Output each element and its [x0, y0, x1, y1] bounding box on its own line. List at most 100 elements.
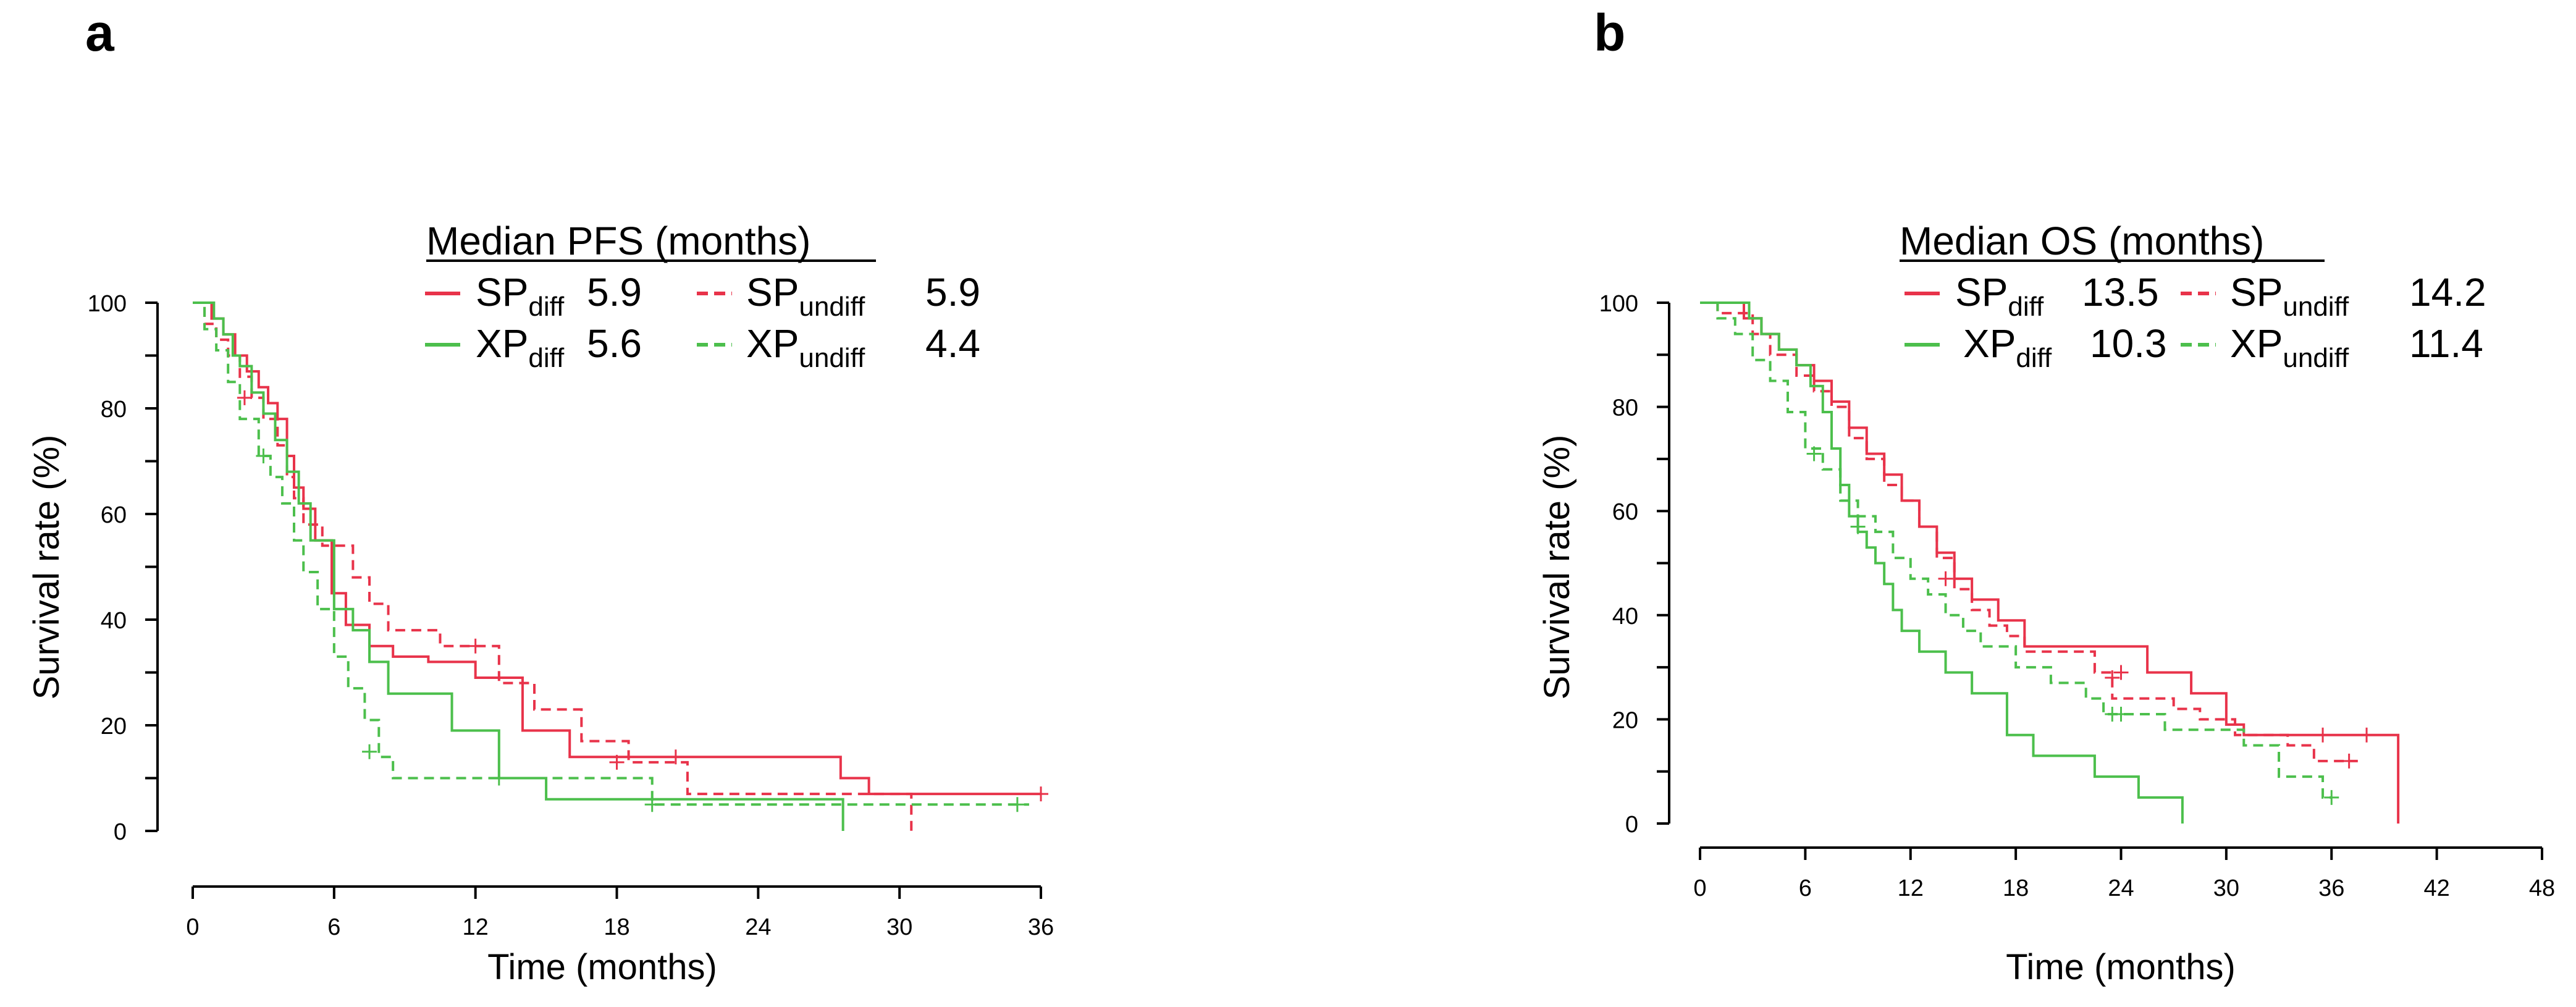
legend-label-subscript: diff [528, 292, 565, 322]
legend-label-base: XP [1963, 321, 2016, 366]
legend-label: SPdiff [476, 270, 565, 322]
legend-title: Median PFS (months) [426, 219, 810, 263]
x-tick-label: 6 [327, 914, 340, 940]
x-tick-label: 42 [2423, 875, 2449, 901]
legend-label: SPundiff [2230, 270, 2349, 322]
censor-mark-XP_diff [1850, 519, 1866, 534]
legend-entry-XP_undiff: XPundiff 4.4 [697, 321, 980, 373]
x-tick-label: 36 [1028, 914, 1054, 940]
y-tick-label: 100 [88, 291, 127, 317]
y-tick-label: 20 [101, 714, 127, 739]
x-tick-label: 6 [1799, 875, 1812, 901]
km-curve-SP_undiff [193, 301, 913, 831]
x-tick-label: 0 [1693, 875, 1706, 901]
legend-entry-SP_undiff: SPundiff 14.2 [2181, 270, 2486, 322]
x-tick-label: 36 [2318, 875, 2344, 901]
censor-mark-XP_undiff [491, 770, 507, 786]
legend-label-base: SP [746, 270, 799, 314]
censor-mark-SP_diff [1033, 786, 1048, 802]
legend-entry-XP_diff: XPdiff 10.3 [1905, 321, 2167, 373]
legend-label-subscript: undiff [799, 343, 865, 373]
y-tick-label: 40 [1612, 604, 1638, 630]
legend-label-base: XP [746, 321, 799, 366]
x-axis-label: Time (months) [487, 947, 717, 987]
legend-value: 5.9 [925, 270, 980, 314]
legend-entry-SP_undiff: SPundiff 5.9 [697, 270, 980, 322]
censor-mark-SP_undiff [2105, 670, 2120, 685]
y-tick-label: 20 [1612, 707, 1638, 733]
legend-label: XPdiff [476, 321, 565, 373]
censor-mark-XP_undiff [1806, 446, 1822, 461]
y-tick-label: 100 [1599, 291, 1638, 317]
x-axis-label: Time (months) [2006, 947, 2236, 987]
legend-label-base: XP [476, 321, 528, 366]
y-tick-label: 80 [1612, 395, 1638, 421]
legend-label-subscript: diff [528, 343, 565, 373]
y-tick-label: 0 [114, 819, 127, 845]
legend-label: XPdiff [1963, 321, 2052, 373]
legend-label: XPundiff [2230, 321, 2349, 373]
censor-mark-XP_undiff [1009, 797, 1025, 812]
panel-b: b 0 20 40 60 80 100 0 6 12 18 24 30 36 42 48 Survival ra… [1537, 4, 2555, 987]
x-tick-label: 18 [604, 914, 629, 940]
y-tick-label: 60 [101, 502, 127, 528]
legend-label-subscript: undiff [2283, 343, 2349, 373]
legend-label: SPundiff [746, 270, 865, 322]
panel-letter: a [85, 4, 115, 62]
panel-letter: b [1594, 4, 1625, 62]
x-tick-label: 12 [1898, 875, 1924, 901]
y-tick-label: 80 [101, 397, 127, 423]
legend-entry-XP_diff: XPdiff 5.6 [425, 321, 642, 373]
y-tick-label: 60 [1612, 499, 1638, 525]
legend-entry-SP_diff: SPdiff 13.5 [1905, 270, 2159, 322]
legend-label-base: SP [1955, 270, 2008, 314]
censor-mark-XP_undiff [2324, 790, 2339, 805]
km-curve-XP_diff [193, 301, 844, 831]
censor-mark-XP_undiff [2113, 706, 2129, 722]
km-curve-SP_diff [193, 301, 1041, 796]
panel-a: a 0 20 40 60 80 100 0 6 12 18 24 30 36 Survival rate (… [27, 4, 1054, 987]
y-axis-label: Survival rate (%) [1537, 435, 1577, 700]
y-axis-label: Survival rate (%) [27, 435, 67, 700]
legend-value: 10.3 [2090, 321, 2167, 366]
legend-label-base: SP [476, 270, 528, 314]
censor-mark-SP_undiff [468, 638, 483, 654]
legend-value: 5.9 [587, 270, 642, 314]
censor-mark-XP_undiff [256, 448, 271, 463]
legend-entry-XP_undiff: XPundiff 11.4 [2181, 321, 2483, 373]
km-curve-XP_diff [1700, 301, 2184, 824]
legend-label-base: XP [2230, 321, 2283, 366]
legend-title: Median OS (months) [1900, 219, 2264, 263]
censor-mark-SP_undiff [1938, 571, 1953, 586]
x-tick-label: 24 [2108, 875, 2134, 901]
censor-mark-SP_undiff [2341, 753, 2357, 769]
legend-label-subscript: undiff [799, 292, 865, 322]
y-tick-label: 40 [101, 608, 127, 634]
censor-mark-SP_diff [2359, 727, 2375, 743]
legend-label: XPundiff [746, 321, 865, 373]
legend-value: 4.4 [925, 321, 980, 366]
legend-value: 14.2 [2409, 270, 2486, 314]
y-tick-label: 0 [1625, 812, 1638, 838]
x-tick-label: 30 [886, 914, 912, 940]
legend-value: 5.6 [587, 321, 642, 366]
x-tick-label: 12 [463, 914, 489, 940]
legend-label: SPdiff [1955, 270, 2044, 322]
legend-label-subscript: diff [2016, 343, 2052, 373]
km-curve-SP_undiff [1700, 301, 2358, 762]
censor-mark-SP_undiff [609, 754, 625, 770]
km-curve-XP_undiff [1700, 301, 2332, 799]
censor-mark-SP_diff [668, 749, 683, 765]
censor-mark-XP_undiff [644, 797, 660, 812]
legend-label-subscript: diff [2008, 292, 2044, 322]
censor-mark-XP_undiff [362, 744, 377, 759]
x-tick-label: 0 [186, 914, 199, 940]
censor-mark-SP_diff [2113, 665, 2129, 680]
x-tick-label: 48 [2529, 875, 2555, 901]
km-curve-XP_undiff [193, 301, 1029, 806]
legend-label-subscript: undiff [2283, 292, 2349, 322]
x-tick-label: 24 [745, 914, 771, 940]
legend-entry-SP_diff: SPdiff 5.9 [425, 270, 642, 322]
legend-value: 11.4 [2409, 321, 2483, 366]
x-tick-label: 18 [2003, 875, 2029, 901]
